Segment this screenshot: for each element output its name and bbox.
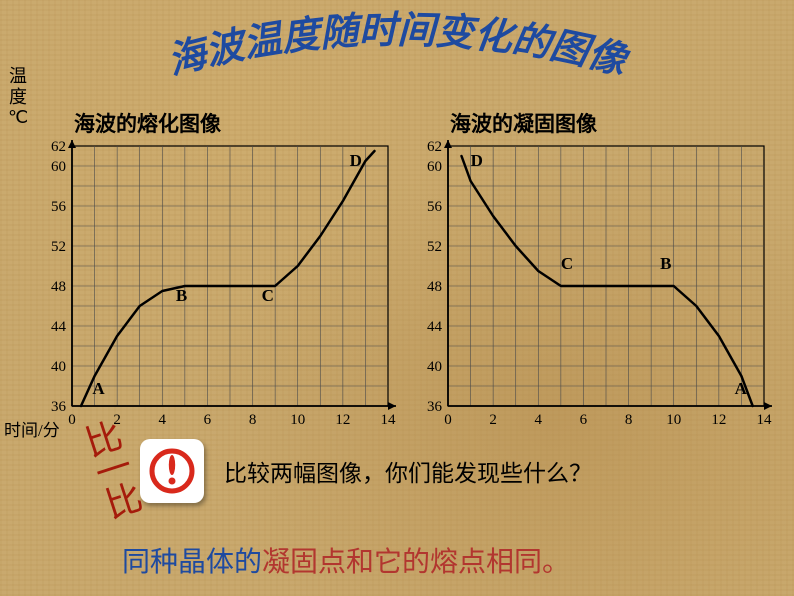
svg-text:52: 52	[427, 239, 442, 255]
chart1-title: 海波的熔化图像	[74, 108, 400, 138]
svg-text:C: C	[561, 254, 573, 273]
compare-question: 比较两幅图像，你们能发现些什么？	[224, 454, 592, 488]
svg-text:2: 2	[489, 412, 497, 428]
svg-text:60: 60	[51, 159, 66, 175]
svg-text:B: B	[176, 286, 187, 305]
svg-text:14: 14	[757, 412, 773, 428]
conclusion: 同种晶体的凝固点和它的熔点相同。	[122, 540, 570, 580]
svg-text:56: 56	[427, 199, 443, 215]
svg-text:14: 14	[381, 412, 397, 428]
compare-label: 比一比	[82, 419, 146, 523]
svg-text:8: 8	[625, 412, 633, 428]
svg-text:62: 62	[51, 140, 66, 155]
svg-text:D: D	[471, 151, 483, 170]
svg-text:44: 44	[51, 319, 67, 335]
svg-text:8: 8	[249, 412, 256, 428]
svg-text:52: 52	[51, 239, 66, 255]
svg-text:A: A	[735, 379, 748, 398]
svg-text:56: 56	[51, 199, 67, 215]
x-axis-label: 时间/分	[4, 416, 60, 441]
svg-text:62: 62	[427, 140, 442, 155]
svg-text:0: 0	[444, 412, 452, 428]
svg-text:C: C	[262, 286, 274, 305]
svg-text:48: 48	[427, 279, 442, 295]
svg-text:48: 48	[51, 279, 66, 295]
melting-chart-block: 海波的熔化图像 024681012143640444852566062ABCD	[40, 108, 400, 440]
svg-text:A: A	[92, 379, 105, 398]
svg-text:10: 10	[290, 412, 305, 428]
freezing-chart-block: 海波的凝固图像 0 2 4 6 8 10 12 14 36 40 44 48 52 56 60 62 D C B A	[416, 108, 776, 440]
svg-text:36: 36	[51, 399, 67, 415]
svg-text:12: 12	[335, 412, 350, 428]
main-title: 海波温度随时间变化的图像	[97, 8, 697, 93]
svg-text:12: 12	[711, 412, 726, 428]
conclusion-part-b: 凝固点和它的熔点相同。	[262, 547, 570, 578]
svg-text:44: 44	[427, 319, 443, 335]
svg-text:60: 60	[427, 159, 442, 175]
svg-text:B: B	[660, 254, 671, 273]
svg-text:40: 40	[427, 359, 442, 375]
svg-text:海波温度随时间变化的图像: 海波温度随时间变化的图像	[164, 10, 634, 84]
compare-row: 比一比 比较两幅图像，你们能发现些什么？	[96, 432, 592, 510]
svg-text:40: 40	[51, 359, 66, 375]
svg-text:10: 10	[666, 412, 681, 428]
svg-text:4: 4	[159, 412, 167, 428]
conclusion-part-a: 同种晶体的	[122, 547, 262, 578]
svg-text:36: 36	[427, 399, 443, 415]
svg-text:0: 0	[68, 412, 76, 428]
chart2-title: 海波的凝固图像	[450, 108, 776, 138]
y-axis-label: 温 度 ℃	[8, 66, 28, 128]
exclamation-icon	[140, 439, 204, 503]
svg-text:6: 6	[204, 412, 212, 428]
charts-container: 海波的熔化图像 024681012143640444852566062ABCD …	[40, 108, 776, 440]
svg-text:6: 6	[580, 412, 588, 428]
melting-chart: 024681012143640444852566062ABCD	[40, 140, 400, 440]
freezing-chart: 0 2 4 6 8 10 12 14 36 40 44 48 52 56 60 62 D C B A	[416, 140, 776, 440]
svg-text:D: D	[350, 151, 362, 170]
svg-text:4: 4	[535, 412, 543, 428]
